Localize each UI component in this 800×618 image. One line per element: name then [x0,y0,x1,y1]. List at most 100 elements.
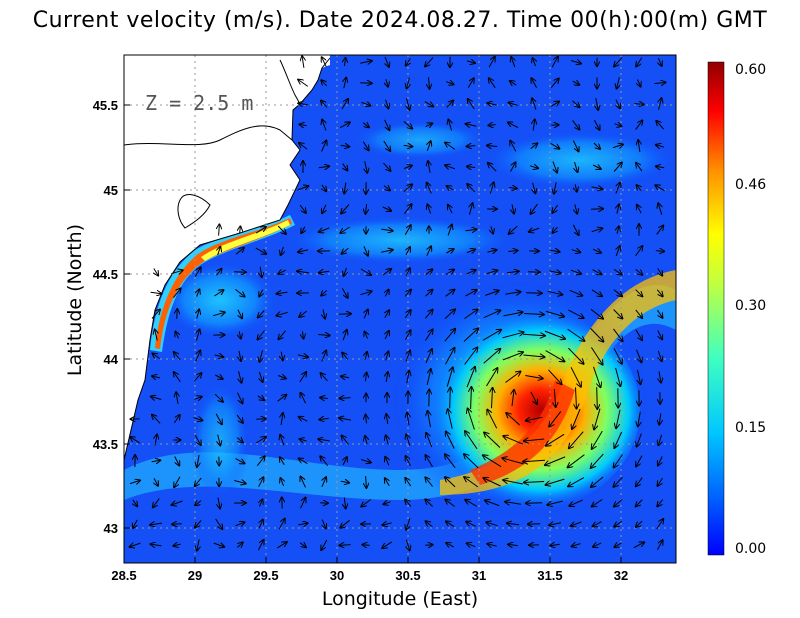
velocity-arrow [152,376,161,378]
velocity-arrow [487,544,497,546]
velocity-arrow [530,143,538,150]
velocity-arrow [467,184,476,193]
y-tick: 45 [104,183,118,198]
x-tick: 31.5 [537,568,562,583]
velocity-arrow [360,83,372,84]
velocity-arrow [322,184,326,191]
velocity-arrow [464,348,478,365]
velocity-arrow [424,101,433,107]
velocity-arrow [616,246,620,257]
velocity-arrow [466,270,475,274]
velocity-arrow [613,163,622,172]
velocity-arrow [614,476,623,487]
y-axis-label: Latitude (North) [64,223,86,377]
velocity-arrow [382,269,391,276]
velocity-arrow [406,58,411,66]
velocity-arrow [468,99,475,110]
velocity-arrow [425,500,433,507]
velocity-arrow [299,417,308,421]
velocity-arrow [659,98,662,110]
velocity-arrow [259,289,263,297]
velocity-arrow [552,161,557,173]
velocity-arrow [467,78,474,88]
velocity-arrow [406,518,410,529]
velocity-arrow [658,456,662,466]
velocity-arrow [486,368,498,387]
velocity-arrow [428,411,431,428]
velocity-arrow [365,436,367,445]
velocity-arrow [613,268,622,274]
velocity-arrow [386,414,387,424]
velocity-arrow [133,519,137,528]
velocity-arrow [550,79,558,88]
velocity-arrow [488,163,497,172]
velocity-arrow [483,455,502,468]
velocity-arrow [447,186,454,190]
velocity-arrow [466,522,477,527]
velocity-arrow [278,330,286,340]
velocity-arrow [258,330,265,340]
velocity-arrow [591,476,604,487]
velocity-arrow [488,57,495,68]
x-tick: 32 [614,568,628,583]
velocity-arrow [545,310,564,316]
velocity-arrow [490,182,493,194]
velocity-arrow [235,458,245,464]
velocity-arrow [656,121,665,130]
velocity-arrow [569,289,583,295]
velocity-arrow [240,226,241,234]
land-mass [124,55,330,460]
velocity-arrow [444,309,455,319]
colorbar-label: 0.30 [735,298,767,314]
velocity-arrow [301,226,305,233]
velocity-arrow [406,434,410,446]
velocity-arrow [360,268,371,275]
velocity-arrow [298,80,309,87]
velocity-arrow [360,460,371,463]
velocity-arrow [385,331,389,340]
velocity-arrow [406,247,410,256]
velocity-arrow [463,329,478,342]
velocity-arrow [523,355,545,357]
velocity-arrow [554,388,555,407]
velocity-arrow [299,458,308,465]
velocity-arrow [549,271,560,273]
velocity-arrow [505,292,520,294]
velocity-arrow [151,310,160,319]
velocity-arrow [404,225,411,236]
velocity-arrow [597,387,598,409]
velocity-arrow [446,367,453,387]
velocity-arrow [172,501,183,505]
velocity-arrow [445,143,456,150]
velocity-arrow [341,287,347,298]
velocity-arrow [464,309,477,320]
velocity-arrow [130,437,141,444]
velocity-arrow [512,390,514,407]
velocity-arrow [155,435,157,446]
velocity-arrow [195,351,201,362]
velocity-arrow [469,203,472,215]
velocity-arrow [568,477,585,487]
velocity-arrow [322,57,327,67]
velocity-arrow [197,455,199,467]
velocity-arrow [425,123,433,126]
velocity-arrow [385,457,389,466]
velocity-arrow [546,433,565,445]
velocity-arrow [445,477,456,488]
velocity-arrow [568,347,583,364]
velocity-arrow [426,433,433,448]
velocity-arrow [510,162,516,172]
velocity-arrow [133,499,137,506]
velocity-arrow [526,417,543,420]
velocity-arrow [280,435,284,446]
velocity-arrow [344,182,346,194]
velocity-arrow [636,349,642,363]
velocity-arrow [487,103,497,105]
velocity-arrow [214,355,224,357]
velocity-arrow [318,439,330,441]
velocity-arrow [218,247,221,256]
velocity-arrow [176,392,178,404]
y-tick: 43.5 [93,437,118,452]
velocity-arrow [301,477,306,488]
velocity-arrow [405,500,412,507]
